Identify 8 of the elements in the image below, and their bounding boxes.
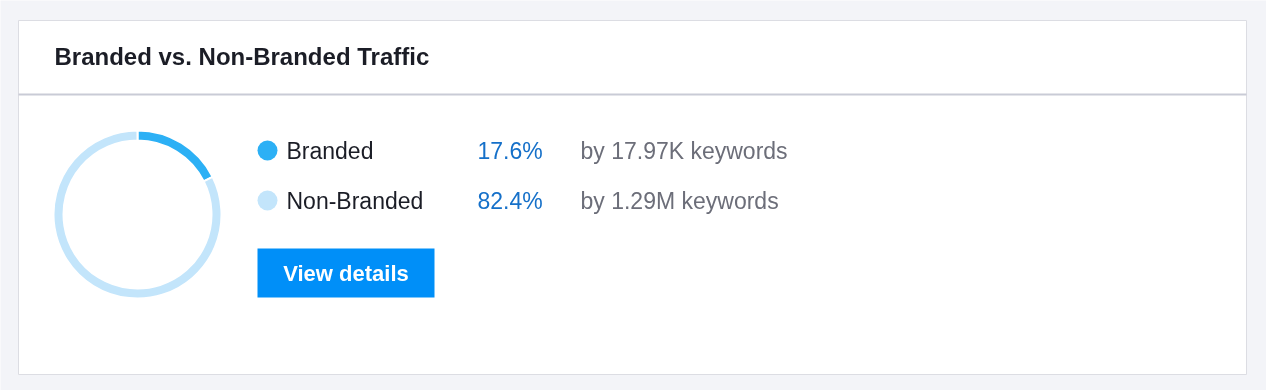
legend-label: Non-Branded	[286, 187, 424, 214]
legend-label: Branded	[286, 137, 374, 164]
chart-title: Branded vs. Non-Branded Traffic	[54, 43, 430, 70]
text: by 1.29M keywords	[580, 187, 779, 214]
data-label: 82.4%	[477, 187, 543, 214]
text: by 17.97K keywords	[580, 137, 788, 164]
text: View details	[283, 260, 409, 286]
data-label: 17.6%	[477, 137, 543, 164]
